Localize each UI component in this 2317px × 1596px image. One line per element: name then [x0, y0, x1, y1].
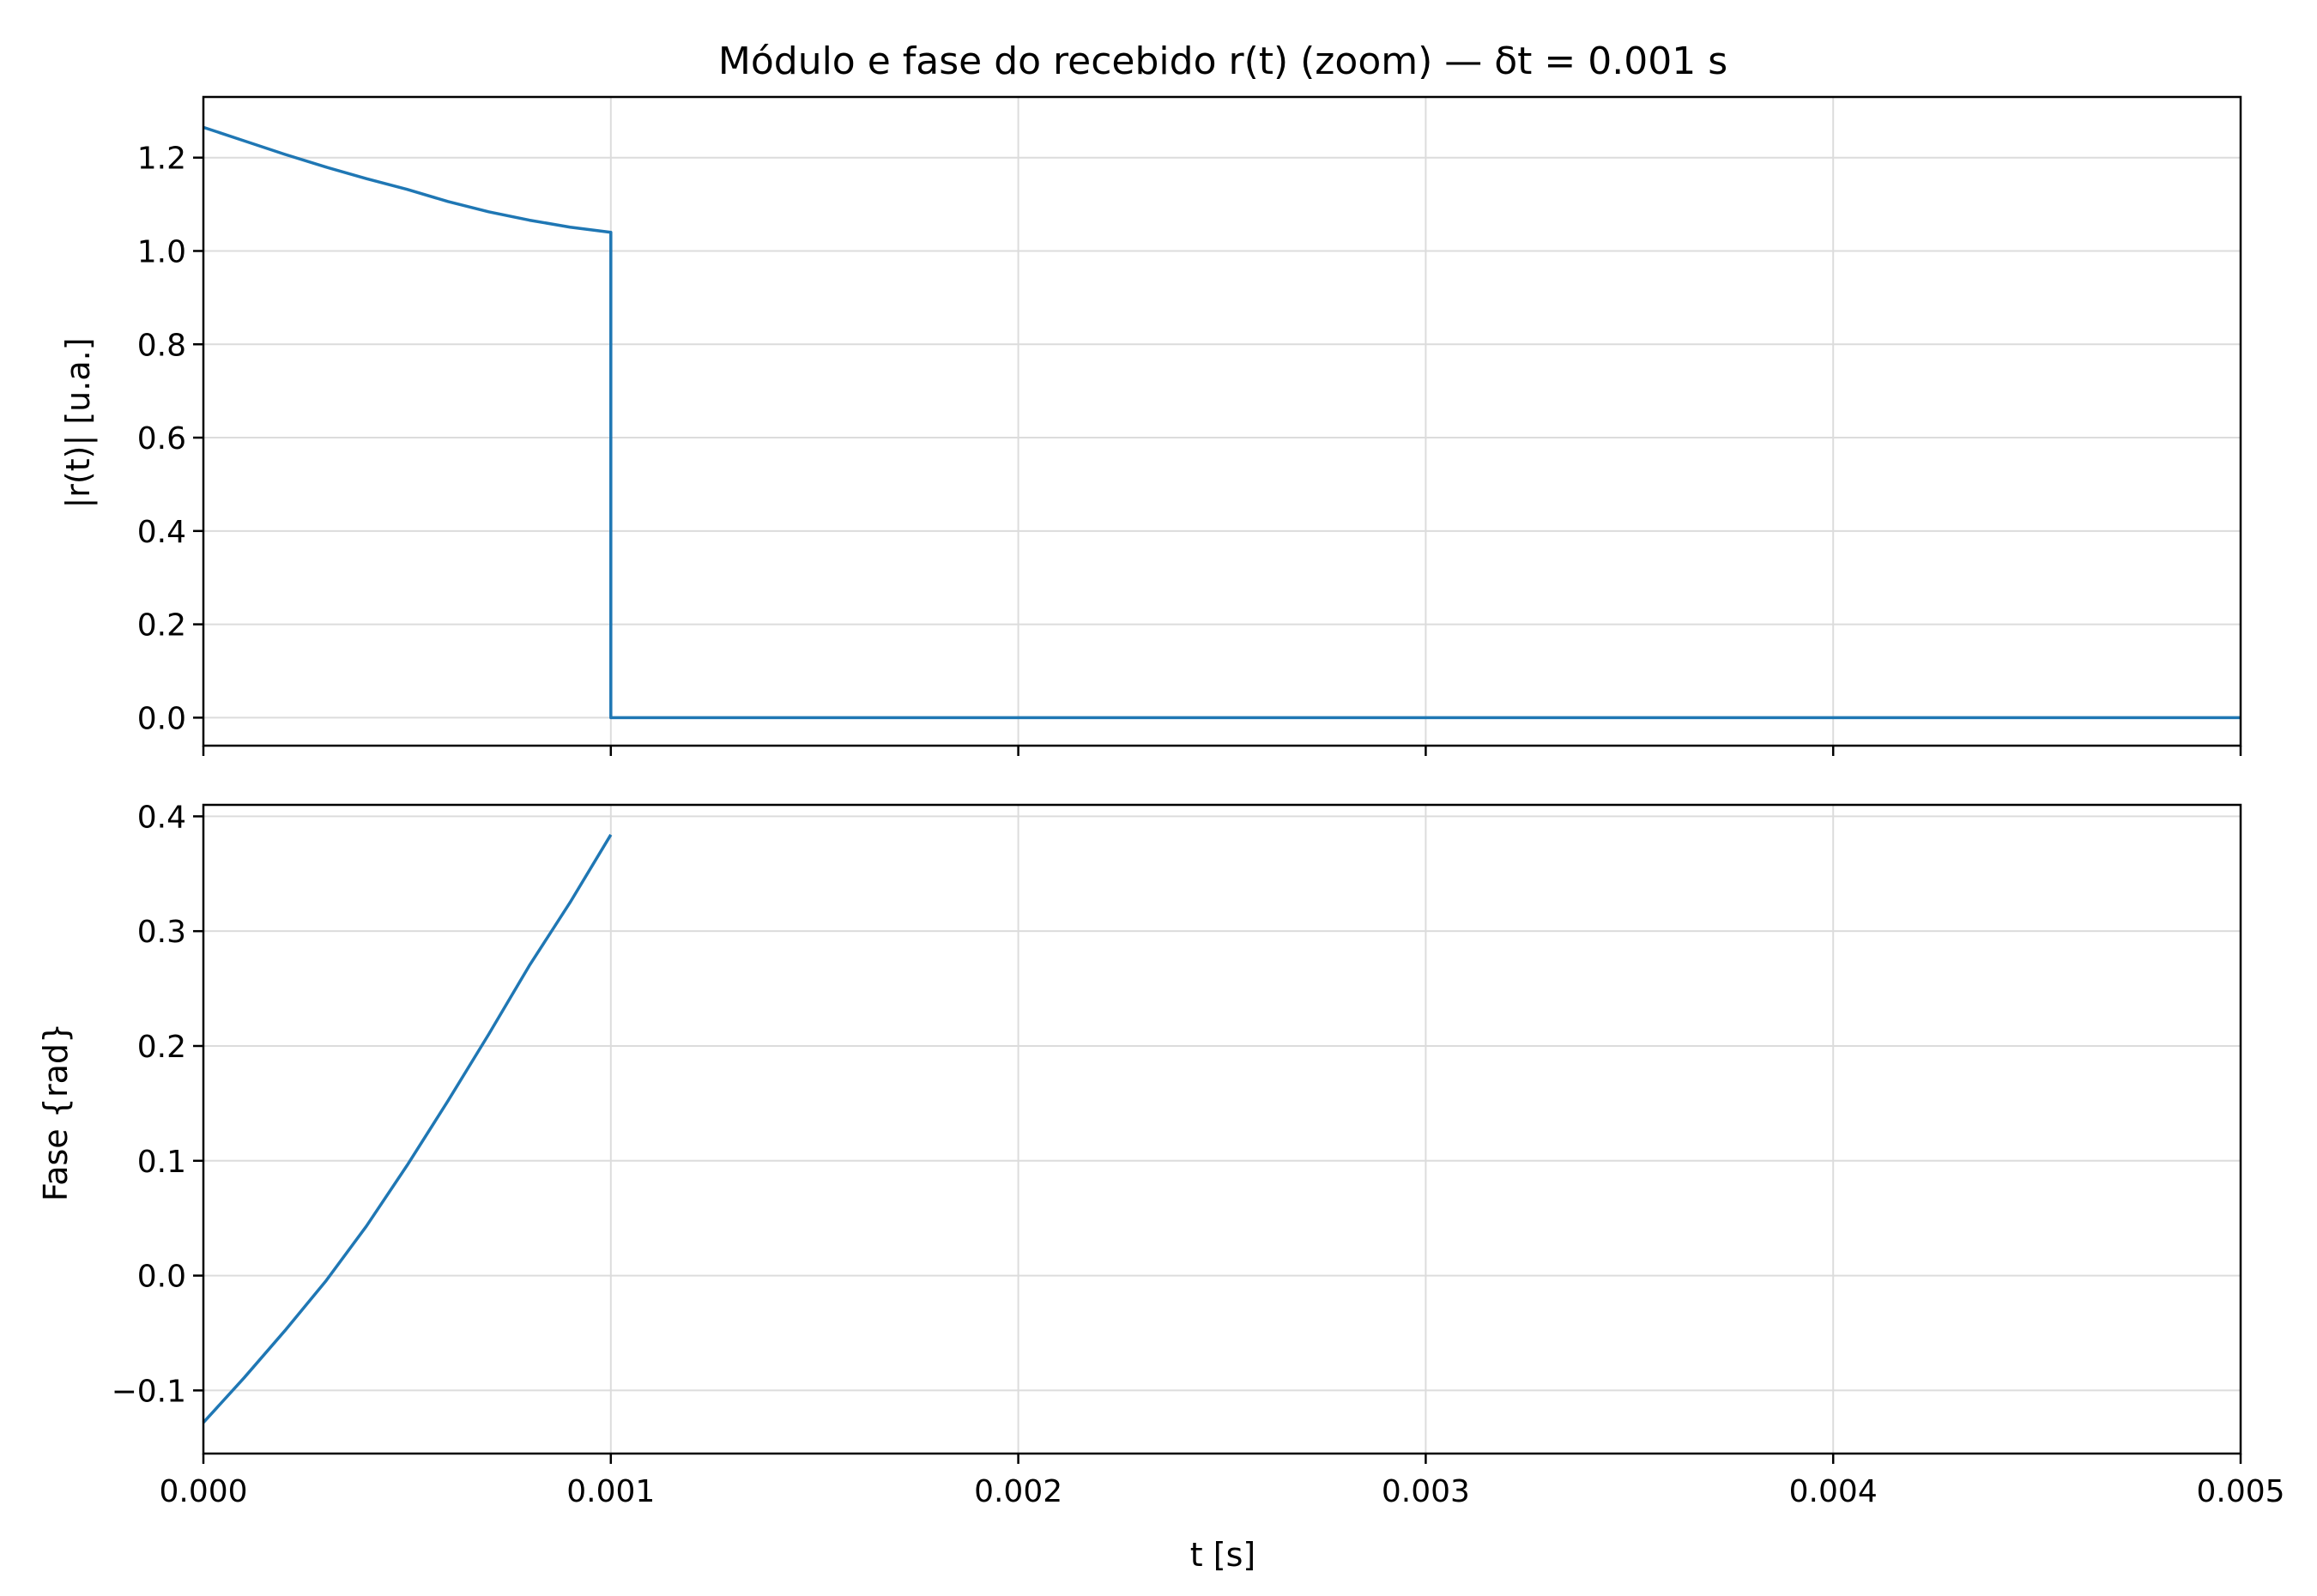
magnitude-y-tick-label: 0.0	[137, 701, 186, 736]
magnitude-series-line	[203, 125, 2241, 720]
phase-y-tick-label: 0.0	[137, 1260, 186, 1295]
phase-y-tick-label: 0.1	[137, 1145, 186, 1180]
phase-y-axis-label: Fase {rad}	[37, 1023, 75, 1201]
chart-title: Módulo e fase do recebido r(t) (zoom) — …	[718, 39, 1727, 83]
x-tick-label: 0.000	[159, 1474, 247, 1509]
phase-y-tick-label: 0.4	[137, 800, 186, 835]
magnitude-y-tick-label: 1.0	[137, 234, 186, 269]
x-tick-label: 0.004	[1789, 1474, 1878, 1509]
magnitude-y-axis-label: |r(t)| [u.a.]	[59, 337, 98, 508]
x-tick-label: 0.003	[1382, 1474, 1470, 1509]
magnitude-y-tick-label: 0.8	[137, 328, 186, 363]
phase-y-tick-label: 0.3	[137, 915, 186, 950]
phase-panel: 0.000 0.001 0.002 0.003 0.004 0.005 −0.1 0.0 0.1…	[112, 800, 2285, 1509]
magnitude-y-tick-label: 0.6	[137, 421, 186, 456]
phase-axes-frame	[202, 803, 2242, 1455]
x-tick-label: 0.002	[974, 1474, 1062, 1509]
magnitude-axes-frame	[202, 95, 2242, 747]
x-axis-label: t [s]	[1190, 1536, 1255, 1574]
magnitude-y-tick-label: 0.2	[137, 608, 186, 644]
x-tick-label: 0.001	[566, 1474, 655, 1509]
magnitude-y-tick-label: 0.4	[137, 515, 186, 550]
x-tick-label: 0.005	[2196, 1474, 2284, 1509]
phase-series-line	[202, 833, 613, 1424]
phase-y-tick-label: 0.2	[137, 1030, 186, 1065]
magnitude-y-tick-label: 1.2	[137, 142, 186, 177]
phase-y-tick-label: −0.1	[112, 1374, 186, 1409]
magnitude-panel: 0.0 0.2 0.4 0.6 0.8 1.0 1.2	[137, 95, 2242, 756]
